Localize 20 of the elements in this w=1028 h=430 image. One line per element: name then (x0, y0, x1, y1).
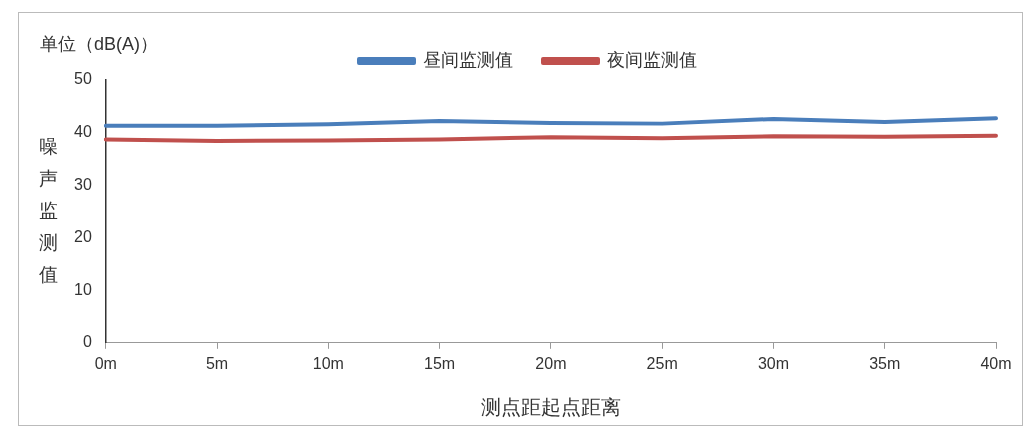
y-tick-label: 50 (74, 70, 92, 88)
x-tick-label: 10m (312, 354, 344, 372)
y-tick-label: 10 (74, 280, 92, 298)
legend-label: 夜间监测值 (607, 49, 697, 70)
y-tick-label: 30 (74, 175, 92, 193)
text: 单位（dB(A)） (40, 33, 159, 54)
x-tick-label: 5m (205, 354, 229, 372)
x-tick-label: 25m (646, 354, 678, 372)
x-axis-title: 测点距起点距离 (480, 395, 621, 418)
x-tick-label: 30m (757, 354, 790, 372)
x-tick-label: 20m (535, 354, 567, 372)
y-tick-label: 20 (74, 228, 92, 246)
y-tick-label: 40 (74, 122, 92, 140)
legend-label: 昼间监测值 (423, 49, 513, 70)
y-tick-label: 0 (82, 333, 92, 351)
x-tick-label: 40m (980, 354, 1012, 372)
y-axis-title: 噪声监测值 (38, 135, 58, 285)
x-tick-label: 35m (869, 354, 901, 372)
x-tick-label: 15m (424, 354, 456, 372)
x-tick-label: 0m (94, 354, 117, 372)
